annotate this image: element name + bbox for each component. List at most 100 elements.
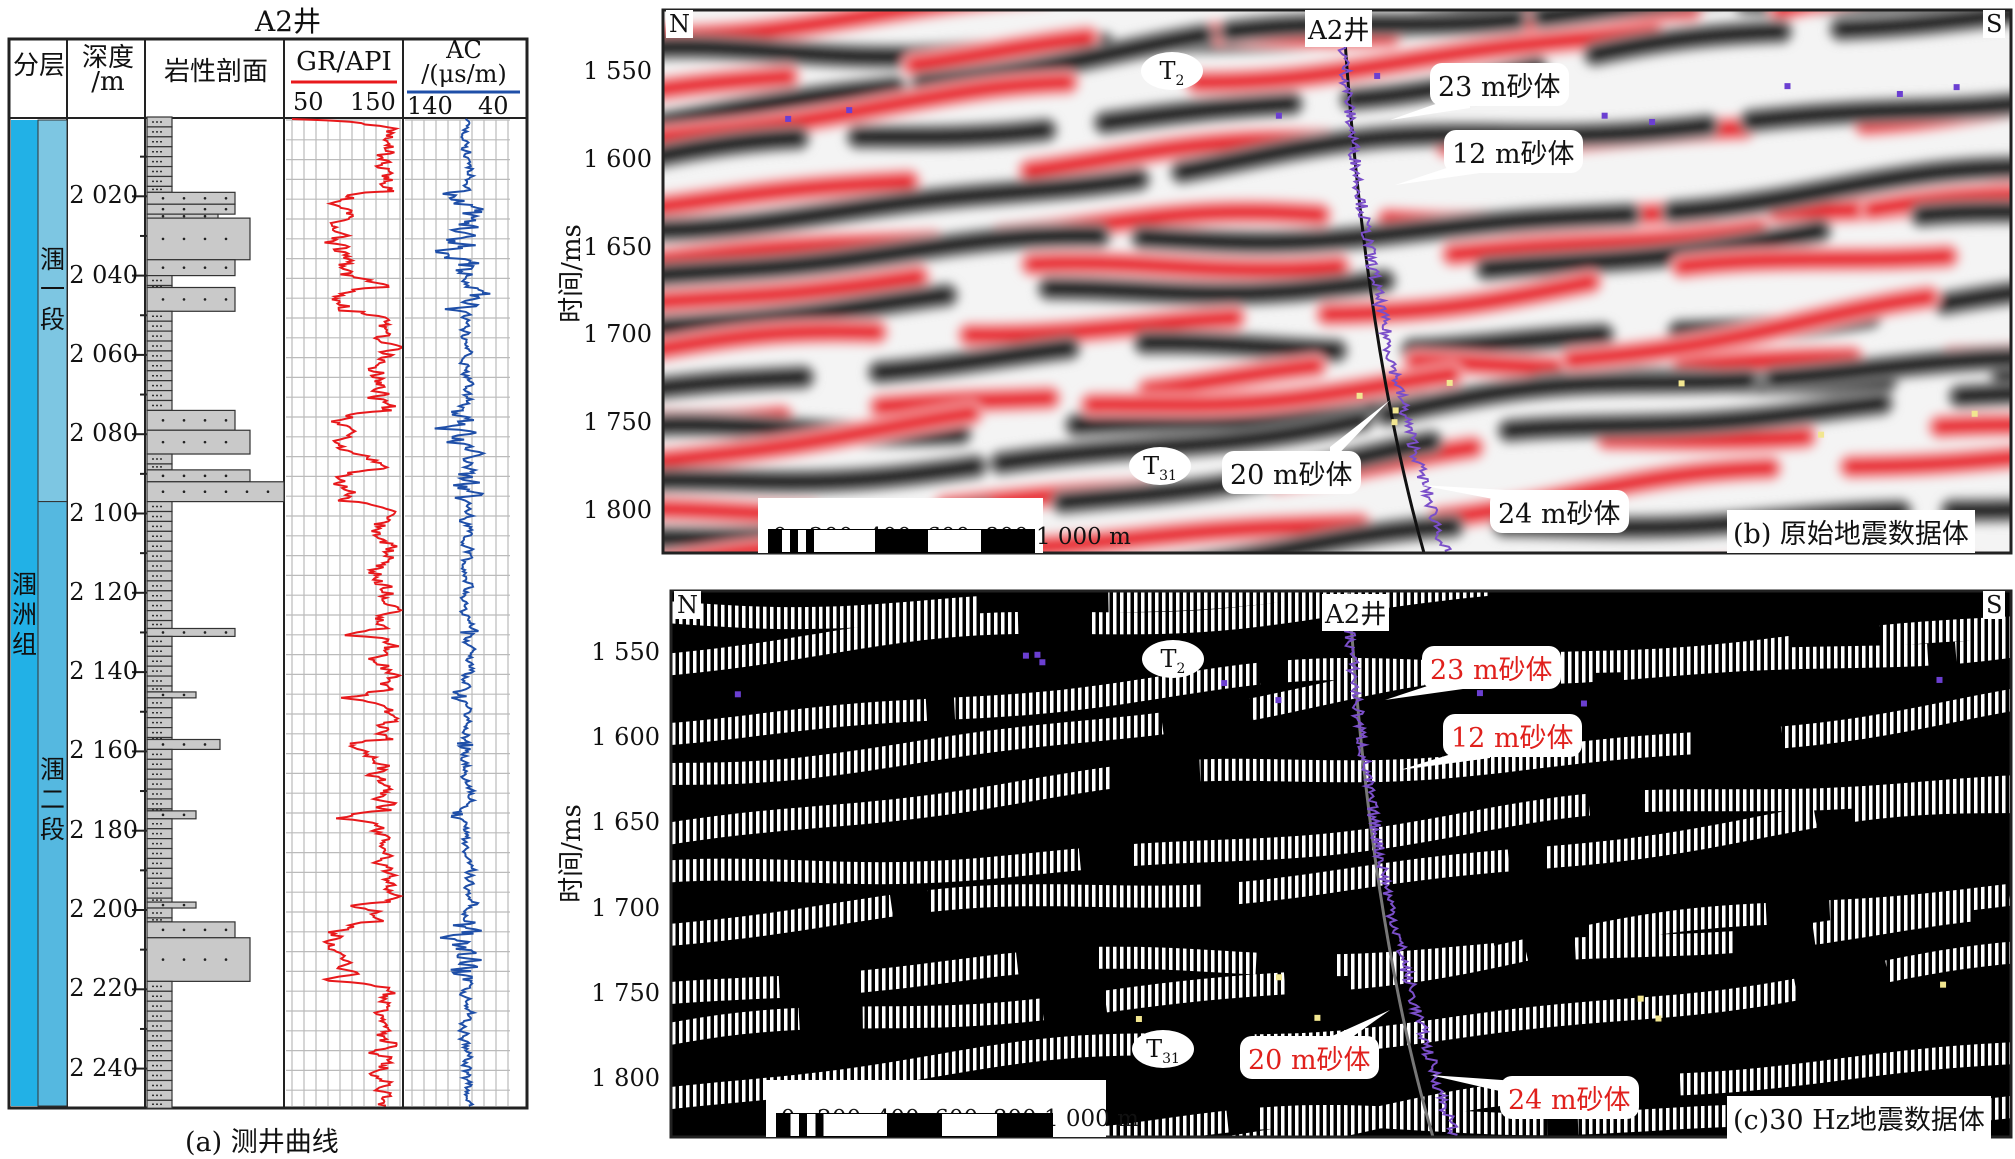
time-tick-label: 1 700 bbox=[583, 320, 652, 349]
mudstone-bed bbox=[146, 116, 173, 128]
sandstone-bed bbox=[146, 627, 236, 638]
seismic-b-scale-bar: 0 200 400 600 800 1 000 m bbox=[758, 498, 1131, 553]
mudstone-bed bbox=[146, 463, 173, 471]
mudstone-bed bbox=[146, 1050, 173, 1062]
mudstone-bed bbox=[146, 1069, 173, 1082]
member-2-bar bbox=[37, 501, 68, 1107]
seismic-c-well-label: A2井 bbox=[1322, 594, 1390, 631]
gr-curve bbox=[291, 118, 404, 1107]
seismic-b-north: N bbox=[666, 10, 693, 38]
depth-tick-label: 2 140 bbox=[69, 657, 138, 686]
time-tick-label: 1 800 bbox=[583, 496, 652, 524]
well-log-panel bbox=[7, 37, 529, 1110]
header-layer: 分层 bbox=[12, 51, 65, 81]
mudstone-bed bbox=[146, 1079, 173, 1092]
mudstone-bed bbox=[146, 185, 173, 193]
time-tick-label: 1 700 bbox=[591, 893, 660, 922]
mudstone-bed bbox=[146, 530, 173, 542]
seismic-reflector bbox=[613, 0, 2015, 3]
callout-20m-sand-c: 20 m砂体 bbox=[1240, 1036, 1379, 1079]
seismic-reflector bbox=[671, 791, 2011, 946]
mudstone-bed bbox=[146, 635, 173, 647]
seismic-reflector bbox=[671, 591, 1358, 630]
mudstone-bed bbox=[146, 501, 173, 513]
depth-tick-label: 2 220 bbox=[69, 974, 138, 1003]
seismic-b-south: S bbox=[1983, 10, 2006, 38]
depth-tick-label: 2 100 bbox=[69, 498, 138, 527]
depth-tick-label: 2 160 bbox=[69, 736, 138, 765]
callout-12m-sand-c: 12 m砂体 bbox=[1443, 714, 1582, 757]
mudstone-bed bbox=[146, 570, 173, 582]
depth-tick-label: 2 120 bbox=[69, 577, 138, 606]
mudstone-bed bbox=[146, 697, 173, 709]
callout-pointer bbox=[1330, 400, 1390, 463]
mudstone-bed bbox=[146, 748, 173, 760]
seismic-reflector bbox=[671, 775, 2011, 885]
seismic-section-30hz bbox=[671, 591, 2011, 1137]
seismic-c-south: S bbox=[1983, 591, 2006, 619]
mudstone-bed bbox=[146, 1040, 173, 1052]
depth-tick-label: 2 180 bbox=[69, 815, 138, 844]
time-tick-label: 1 800 bbox=[591, 1064, 660, 1092]
horizon-t2-label-c: T2 bbox=[1142, 640, 1204, 678]
mudstone-bed bbox=[146, 717, 173, 729]
mudstone-bed bbox=[146, 136, 173, 148]
mudstone-bed bbox=[146, 675, 173, 687]
member-2-label: 涠二段 bbox=[40, 755, 66, 844]
mudstone-bed bbox=[146, 600, 173, 612]
sandstone-bed bbox=[146, 429, 251, 455]
mudstone-bed bbox=[146, 887, 173, 899]
mudstone-bed bbox=[146, 1060, 173, 1072]
callout-24m-sand-c: 24 m砂体 bbox=[1500, 1076, 1639, 1119]
seismic-reflector bbox=[663, 10, 2011, 164]
mudstone-bed bbox=[146, 350, 173, 362]
sandstone-bed bbox=[146, 691, 197, 699]
mudstone-bed bbox=[146, 560, 173, 572]
seismic-reflector bbox=[663, 283, 2011, 469]
mudstone-bed bbox=[146, 778, 173, 790]
time-tick-label: 1 550 bbox=[583, 57, 652, 85]
seismic-b-well-label: A2井 bbox=[1305, 10, 1373, 47]
mudstone-bed bbox=[146, 798, 173, 810]
mudstone-bed bbox=[146, 758, 173, 770]
mudstone-bed bbox=[146, 838, 173, 850]
mudstone-bed bbox=[146, 877, 173, 889]
callout-20m-sand: 20 m砂体 bbox=[1222, 451, 1361, 494]
mudstone-bed bbox=[146, 370, 173, 382]
mudstone-bed bbox=[146, 610, 173, 622]
seismic-reflector bbox=[663, 184, 2011, 268]
time-tick-label: 1 750 bbox=[583, 408, 652, 437]
depth-tick-label: 2 200 bbox=[69, 895, 138, 923]
mudstone-bed bbox=[146, 1010, 173, 1022]
mudstone-bed bbox=[146, 175, 173, 187]
seismic-reflector bbox=[663, 204, 2011, 336]
mudstone-bed bbox=[146, 520, 173, 532]
mudstone-bed bbox=[146, 907, 173, 919]
time-tick-label: 1 600 bbox=[583, 144, 652, 173]
mudstone-bed bbox=[146, 550, 173, 562]
mudstone-bed bbox=[146, 126, 173, 138]
header-depth: 深度 /m bbox=[81, 43, 134, 97]
callout-23m-sand-c: 23 m砂体 bbox=[1422, 646, 1561, 689]
gr-scale-min: 50 bbox=[293, 88, 324, 116]
mudstone-bed bbox=[146, 380, 173, 392]
mudstone-bed bbox=[146, 580, 173, 592]
mudstone-bed bbox=[146, 330, 173, 342]
seismic-reflector bbox=[663, 10, 955, 45]
mudstone-bed bbox=[146, 828, 173, 840]
time-tick-label: 1 550 bbox=[591, 638, 660, 666]
seismic-reflector bbox=[663, 348, 2011, 430]
callout-12m-sand: 12 m砂体 bbox=[1444, 130, 1583, 173]
mudstone-bed bbox=[146, 320, 173, 332]
mudstone-bed bbox=[146, 788, 173, 800]
formation-bar bbox=[11, 120, 38, 1106]
sandstone-bed bbox=[146, 259, 236, 277]
mudstone-bed bbox=[146, 156, 173, 168]
sandstone-bed bbox=[146, 203, 236, 215]
mudstone-bed bbox=[146, 727, 173, 739]
mudstone-bed bbox=[146, 768, 173, 780]
time-tick-label: 1 650 bbox=[591, 808, 660, 837]
callout-23m-sand: 23 m砂体 bbox=[1430, 63, 1569, 106]
mudstone-bed bbox=[146, 510, 173, 523]
